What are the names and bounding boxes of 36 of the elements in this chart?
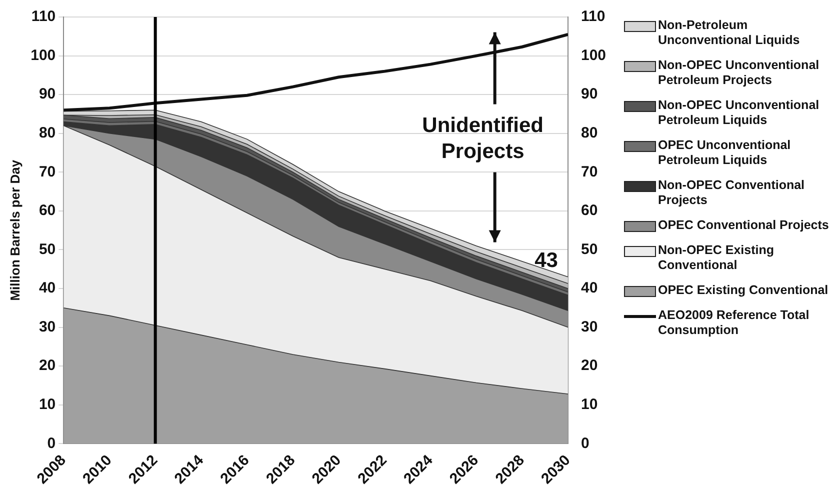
annotation: Unidentified Projects bbox=[422, 114, 544, 164]
y-tick-label: 0 bbox=[47, 434, 56, 452]
y2-tick-label: 90 bbox=[580, 86, 598, 103]
y-tick-label: 90 bbox=[38, 86, 56, 103]
y-tick-label: 110 bbox=[31, 8, 56, 26]
y2-tick-label: 20 bbox=[580, 357, 598, 374]
y2-tick-label: 30 bbox=[580, 318, 598, 336]
y-tick-label: 40 bbox=[38, 280, 56, 297]
y-tick-label: 80 bbox=[38, 124, 56, 142]
y2-tick-label: 40 bbox=[580, 280, 598, 297]
y-tick-label: 50 bbox=[38, 240, 56, 258]
y-tick-label: 100 bbox=[30, 46, 56, 64]
legend-label: Non-OPEC Conventional Projects bbox=[658, 178, 806, 208]
y-tick-label: 20 bbox=[38, 357, 56, 374]
y2-tick-label: 100 bbox=[580, 46, 606, 64]
y-tick-label: 60 bbox=[38, 202, 56, 220]
annotation: 43 bbox=[534, 248, 558, 272]
y-tick-label: 30 bbox=[38, 318, 56, 336]
y2-tick-label: 110 bbox=[580, 8, 606, 26]
legend-label: Non-Petroleum Unconventional Liquids bbox=[658, 18, 801, 48]
y-tick-label: 70 bbox=[38, 163, 56, 180]
legend-label: OPEC Existing Conventional bbox=[658, 283, 828, 298]
y-tick-label: 10 bbox=[38, 396, 56, 414]
y2-tick-label: 0 bbox=[580, 434, 590, 452]
y2-tick-label: 50 bbox=[580, 240, 598, 258]
legend-label: OPEC Conventional Projects bbox=[658, 218, 829, 233]
y2-tick-label: 10 bbox=[580, 396, 598, 414]
legend-label: AEO2009 Reference Total Consumption bbox=[658, 308, 810, 338]
y2-tick-label: 80 bbox=[580, 124, 598, 142]
y2-tick-label: 70 bbox=[580, 163, 598, 180]
legend-label: OPEC Unconventional Petroleum Liquids bbox=[658, 138, 792, 168]
y-axis-title: Million Barrels per Day bbox=[7, 159, 22, 301]
legend-label: Non-OPEC Unconventional Petroleum Liquids bbox=[658, 98, 820, 128]
legend-label: Non-OPEC Unconventional Petroleum Projects bbox=[658, 58, 820, 88]
y2-tick-label: 60 bbox=[580, 202, 598, 220]
legend-label: Non-OPEC Existing Conventional bbox=[658, 243, 775, 273]
